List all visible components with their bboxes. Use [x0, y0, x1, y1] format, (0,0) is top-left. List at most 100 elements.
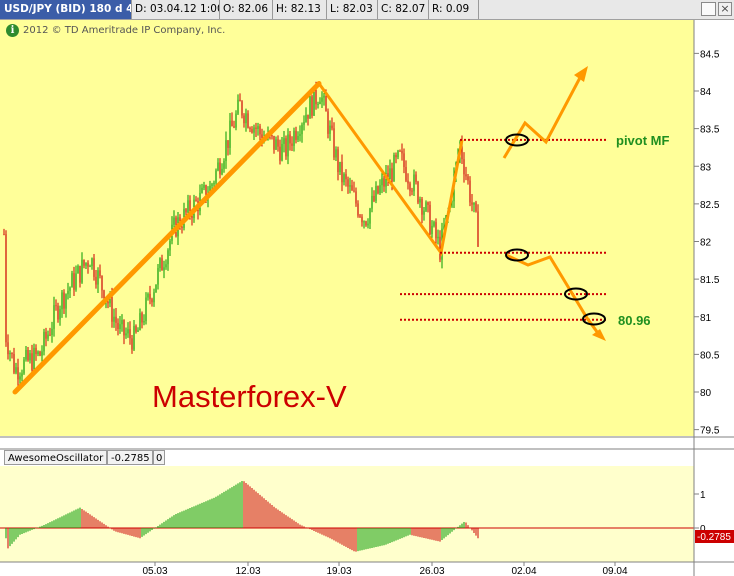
uptrend-line — [12, 80, 322, 395]
scroll-button[interactable] — [701, 2, 716, 16]
candle-body — [45, 331, 47, 339]
candle-body — [49, 334, 51, 336]
candle-body — [465, 174, 467, 177]
candle-body — [153, 292, 155, 303]
info-icon[interactable]: i — [6, 23, 19, 37]
candle-body — [217, 162, 219, 171]
candle-body — [305, 114, 307, 122]
oscillator-header: AwesomeOscillator -0.2785 0 — [0, 449, 694, 466]
candle-body — [79, 265, 81, 283]
candle-body — [195, 199, 197, 201]
candle-body — [393, 155, 395, 182]
x-tick-label: 09.04 — [602, 566, 627, 576]
candle-body — [169, 240, 171, 251]
candle-body — [223, 161, 225, 169]
candle-body — [425, 202, 427, 211]
candle-body — [229, 120, 231, 148]
candle-body — [295, 130, 297, 140]
candle-body — [473, 202, 475, 205]
candle-body — [327, 111, 329, 134]
candle-body — [119, 324, 121, 330]
candle-body — [31, 353, 33, 371]
candle-body — [379, 185, 381, 194]
candle-body — [23, 359, 25, 374]
candle-body — [157, 268, 159, 285]
candle-body — [97, 270, 99, 285]
symbol-label[interactable]: USD/JPY (BID) 180 d 4h — [0, 0, 132, 19]
candle-body — [75, 273, 77, 290]
candle-body — [243, 115, 245, 124]
candle-body — [137, 330, 139, 332]
candle-body — [359, 215, 361, 217]
candle-body — [181, 226, 183, 228]
osc-tick-label: 1 — [700, 490, 706, 501]
candle-body — [285, 138, 287, 157]
candle-body — [221, 168, 223, 175]
candle-body — [417, 181, 419, 203]
candle-body — [5, 234, 7, 343]
candle-body — [373, 195, 375, 201]
candle-body — [205, 185, 207, 200]
candle-body — [325, 95, 327, 112]
candle-body — [111, 296, 113, 322]
candle-body — [191, 214, 193, 219]
candle-body — [47, 334, 49, 339]
candle-body — [201, 187, 203, 193]
candle-body — [165, 264, 167, 268]
candle-body — [347, 179, 349, 187]
candle-body — [19, 376, 21, 380]
candle-body — [237, 99, 239, 114]
range-value: R: 0.09 — [429, 0, 479, 19]
candle-body — [121, 319, 123, 325]
pivot-marker — [582, 312, 606, 326]
candle-body — [271, 135, 273, 137]
candle-body — [67, 290, 69, 295]
candle-body — [273, 135, 275, 150]
candle-body — [225, 140, 227, 162]
candle-body — [355, 191, 357, 204]
candle-body — [89, 266, 91, 268]
y-tick-label: 81.5 — [700, 275, 720, 286]
candle-body — [33, 347, 35, 371]
candle-body — [253, 127, 255, 133]
candle-body — [161, 258, 163, 271]
candle-body — [279, 146, 281, 161]
y-tick-label: 82 — [700, 238, 712, 249]
candle-body — [7, 342, 9, 355]
candle-body — [477, 211, 479, 247]
candle-body — [85, 262, 87, 266]
candle-body — [433, 222, 435, 226]
osc-last-badge — [695, 530, 734, 543]
candle-body — [159, 258, 161, 269]
candle-body — [43, 331, 45, 352]
level-label: pivot MF — [616, 133, 669, 148]
y-tick-label: 81 — [700, 313, 712, 324]
y-tick-label: 83.5 — [700, 125, 720, 136]
candle-body — [429, 204, 431, 235]
candle-body — [129, 329, 131, 339]
trend-layer: pivot MF 80.96 — [12, 66, 669, 395]
candle-body — [259, 126, 261, 135]
candle-body — [127, 329, 129, 334]
oscillator-name[interactable]: AwesomeOscillator — [4, 450, 107, 465]
candle-body — [81, 259, 83, 283]
y-tick-label: 82.5 — [700, 200, 720, 211]
candle-body — [215, 170, 217, 183]
candle-body — [469, 180, 471, 203]
candle-body — [383, 178, 385, 187]
y-tick-label: 80.5 — [700, 350, 720, 361]
candle-body — [63, 292, 65, 309]
candle-body — [251, 129, 253, 133]
candle-body — [303, 121, 305, 125]
candle-body — [411, 190, 413, 192]
candle-body — [25, 350, 27, 360]
close-value: C: 82.07 — [378, 0, 429, 19]
x-tick-label: 05.03 — [142, 566, 167, 576]
oscillator-param: 0 — [153, 450, 165, 465]
y-tick-label: 84 — [700, 87, 712, 98]
candle-body — [419, 199, 421, 203]
candle-body — [375, 186, 377, 201]
close-icon[interactable]: × — [718, 2, 732, 16]
